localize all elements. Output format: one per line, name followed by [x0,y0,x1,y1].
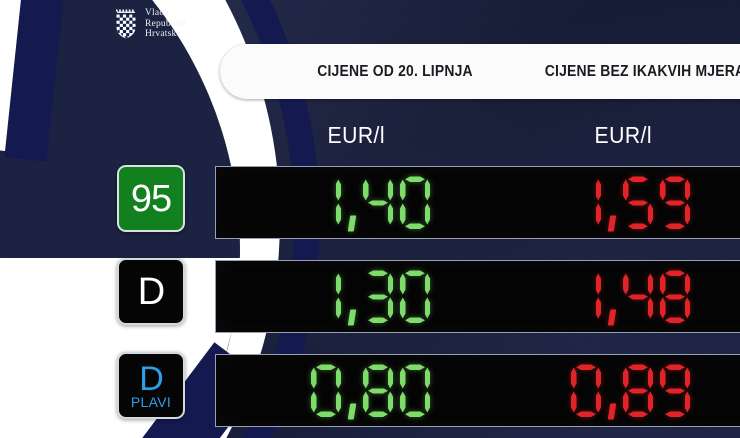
lcd-digit [660,177,690,229]
government-logo-text: Vlada Republike Hrvatske [145,8,186,39]
lcd-decimal-comma [347,271,359,326]
lcd-digit [400,365,430,417]
lcd-digit [400,271,430,323]
lcd-digit [660,365,690,417]
lcd-digit [311,271,341,323]
price-current-row-2 [311,261,437,332]
fuel-badge-label: D [137,270,165,313]
fuel-badge-label: D [139,359,164,398]
lcd-digit [363,271,393,323]
header-bar: CIJENE OD 20. LIPNJA CIJENE BEZ IKAKVIH … [220,44,740,99]
unit-label-column-2: EUR/l [594,122,653,148]
fuel-badge-blue-diesel: D PLAVI [117,352,185,419]
lcd-digit [623,271,653,323]
croatian-coat-of-arms-icon [114,9,138,39]
price-panel-row-2 [215,260,740,333]
price-current-row-3 [311,355,437,426]
lcd-decimal-comma [347,177,359,232]
lcd-digit [571,271,601,323]
lcd-decimal-comma [607,365,619,420]
lcd-digit [363,365,393,417]
price-without-measures-row-3 [571,355,697,426]
price-without-measures-row-1 [571,167,697,238]
lcd-decimal-comma [347,365,359,420]
price-panel-row-3 [215,354,740,427]
price-panel-row-1 [215,166,740,239]
lcd-decimal-comma [607,271,619,326]
lcd-digit [571,177,601,229]
lcd-digit [623,177,653,229]
price-without-measures-row-2 [571,261,697,332]
unit-label-column-1: EUR/l [327,122,386,148]
header-column-2-label: CIJENE BEZ IKAKVIH MJERA [544,62,740,80]
lcd-decimal-comma [607,177,619,232]
lcd-digit [311,365,341,417]
lcd-digit [571,365,601,417]
price-current-row-1 [311,167,437,238]
lcd-digit [311,177,341,229]
lcd-digit [623,365,653,417]
fuel-badge-diesel: D [117,258,185,325]
fuel-badge-label: 95 [130,177,172,220]
lcd-digit [400,177,430,229]
header-column-1-label: CIJENE OD 20. LIPNJA [317,62,473,80]
lcd-digit [363,177,393,229]
government-logo: Vlada Republike Hrvatske [114,8,186,40]
lcd-digit [660,271,690,323]
fuel-badge-eurosuper-95: 95 [117,165,185,232]
fuel-badge-sublabel: PLAVI [130,393,172,410]
